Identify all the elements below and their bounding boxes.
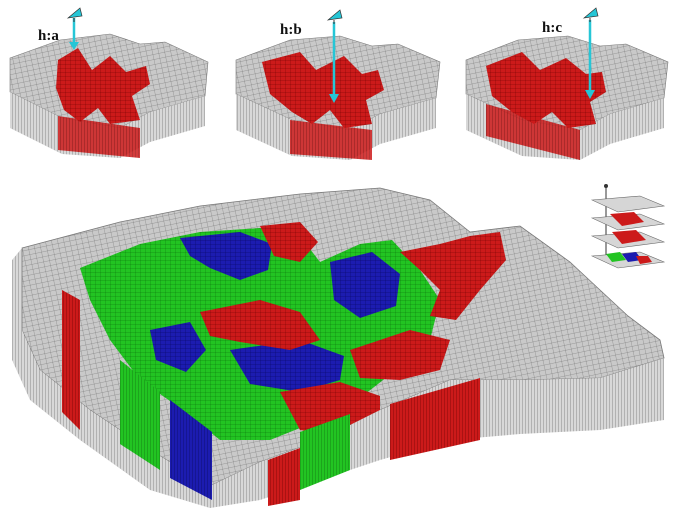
panel-a-label: h:a	[38, 28, 59, 44]
main-cols-red-left	[62, 290, 80, 430]
panel-c-red-cols	[486, 104, 580, 160]
panel-a-red-zone	[56, 48, 150, 124]
eye-icon	[66, 7, 83, 22]
main-red-zone-upper	[260, 222, 318, 262]
main-blue-zone-lower	[230, 340, 344, 392]
panel-b-side-left	[236, 94, 292, 156]
main-cols-blue-left	[170, 400, 212, 500]
main-cols-green-left	[120, 360, 160, 470]
panel-c	[465, 35, 669, 160]
panel-b-label: h:b	[280, 22, 302, 38]
panel-a-side-left	[10, 92, 62, 154]
main-cols-red-front	[268, 448, 300, 506]
main-cols-green-mid	[300, 414, 350, 490]
main-red-zone-front	[350, 330, 450, 380]
layer-stack-icon	[590, 184, 666, 269]
panel-c-label: h:c	[542, 20, 562, 36]
eye-icon	[582, 7, 599, 22]
panel-a	[9, 33, 209, 158]
main-blue-zone-upper	[180, 232, 272, 280]
main-red-zone-center	[200, 300, 320, 350]
panel-b-red-cols	[290, 120, 372, 160]
panel-b-red-zone	[262, 52, 384, 128]
viewer-a-arrowhead	[69, 42, 79, 50]
panel-c-red-zone	[486, 52, 606, 128]
main-blue-zone-left	[150, 322, 206, 372]
layer-1	[590, 195, 666, 213]
main-cols-red-right	[390, 378, 480, 460]
main-red-zone-right	[400, 232, 506, 320]
main-blue-zone-right	[330, 252, 400, 318]
viewer-b	[326, 9, 343, 103]
viewer-c	[582, 7, 599, 99]
panel-a-red-cols	[58, 116, 140, 158]
viewer-b-arrowhead	[329, 94, 339, 103]
main-terrain-model	[12, 187, 665, 508]
viewer-a	[66, 7, 83, 50]
eye-icon	[326, 9, 343, 24]
panel-b	[235, 35, 441, 160]
viewer-c-arrowhead	[585, 90, 595, 99]
